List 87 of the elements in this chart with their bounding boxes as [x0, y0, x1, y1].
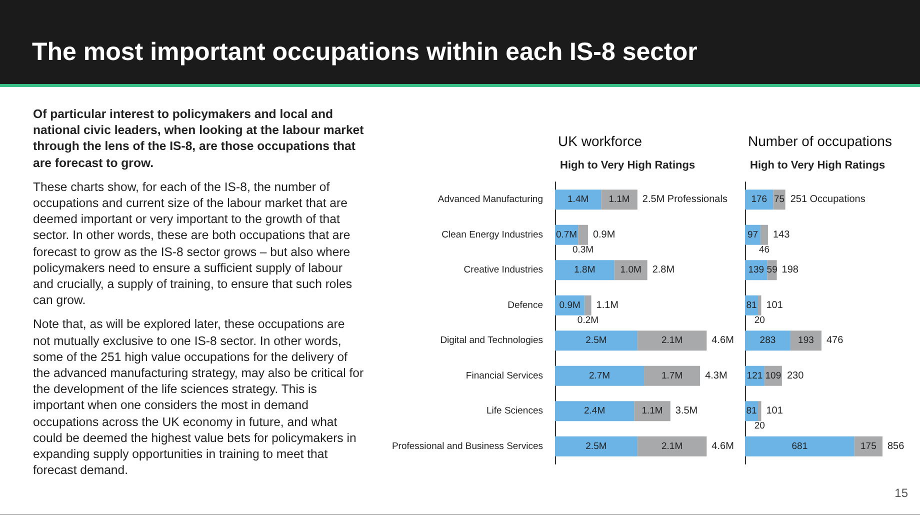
bar — [555, 366, 644, 386]
text: Note that, as will be explored later, these occupations are not mutually exclusive to one IS-8 sector. In other words, some of the 251 high value occupations for the delivery of the advanced manufacturing strategy, may also be critical for the development of the life sciences strategy. This is important when one considers the most in demand occupations across the UK economy in future, and what could be deemed the highest value bets for policymakers in expanding supply opportunities in training to meet that forecast demand. — [33, 317, 364, 478]
total-label: 101 — [766, 300, 784, 311]
data-label: 2.5M — [586, 335, 607, 346]
total-label: 143 — [772, 229, 790, 240]
data-label: 81 — [746, 406, 757, 417]
total-label: 4.3M — [705, 370, 728, 382]
total-label: 4.6M — [712, 335, 734, 346]
bar — [745, 436, 854, 456]
data-label: 0.3M — [572, 244, 594, 256]
bar — [555, 190, 602, 210]
data-label: 1.1M — [642, 406, 663, 417]
data-label: 1.0M — [620, 264, 642, 276]
bar — [637, 330, 707, 351]
bar — [578, 224, 588, 245]
data-label: 59 — [766, 264, 778, 276]
total-label: 198 — [782, 264, 799, 276]
bar — [758, 401, 762, 422]
chart-title: Number of occupations — [748, 133, 892, 149]
bar — [790, 330, 822, 351]
text: Of particular interest to policymakers and local and national civic leaders, when looking at the labour market through the lens of the IS-8, are those occupations that are forecast to grow. — [33, 106, 365, 171]
data-label: 283 — [760, 335, 776, 346]
data-label: 0.2M — [577, 314, 599, 326]
bar — [637, 436, 707, 456]
data-label: 81 — [746, 300, 757, 311]
text: The most important occupations within each IS-8 sector — [32, 38, 698, 67]
bar — [745, 330, 790, 351]
total-label: 0.9M — [592, 229, 616, 240]
data-label: 1.8M — [574, 264, 596, 276]
text: 15 — [894, 486, 908, 500]
data-label: 139 — [748, 264, 764, 276]
total-label: 230 — [786, 370, 804, 382]
data-label: 2.1M — [661, 335, 683, 346]
data-label: 0.9M — [559, 300, 580, 311]
bar — [634, 401, 670, 422]
y-tick-label: Advanced Manufacturing — [438, 194, 543, 206]
chart-subtitle: High to Very High Ratings — [560, 160, 696, 172]
data-label: 2.7M — [588, 370, 610, 382]
total-label: 476 — [826, 335, 844, 346]
data-label: 20 — [754, 420, 765, 432]
y-tick-label: Defence — [508, 300, 543, 311]
data-label: 193 — [798, 335, 814, 346]
total-label: 4.6M — [712, 440, 734, 452]
bar — [758, 295, 762, 316]
bar — [614, 260, 648, 280]
data-label: 1.1M — [608, 194, 630, 206]
chart-subtitle: High to Very High Ratings — [750, 160, 886, 172]
bar — [644, 366, 700, 386]
y-tick-label: Professional and Business Services — [392, 440, 544, 452]
data-label: 46 — [758, 244, 770, 256]
y-tick-label: Life Sciences — [486, 406, 544, 417]
total-label: 3.5M — [675, 406, 698, 417]
data-label: 2.5M — [586, 440, 607, 452]
bar — [760, 224, 768, 245]
total-label: 856 — [888, 440, 905, 452]
data-label: 121 — [746, 370, 763, 382]
data-label: 2.1M — [661, 440, 683, 452]
total-label: 2.5M Professionals — [642, 194, 728, 206]
data-label: 1.4M — [568, 194, 589, 206]
total-label: 1.1M — [596, 300, 618, 311]
chart-title: UK workforce — [558, 133, 642, 149]
y-tick-label: Digital and Technologies — [440, 335, 544, 346]
data-label: 1.7M — [661, 370, 683, 382]
bar — [555, 260, 614, 280]
bar — [555, 401, 634, 422]
bar — [555, 330, 638, 351]
bar — [555, 436, 638, 456]
bar — [601, 190, 638, 210]
data-label: 175 — [860, 440, 876, 452]
bar — [584, 295, 592, 316]
y-tick-label: Clean Energy Industries — [442, 229, 544, 240]
y-tick-label: Creative Industries — [464, 264, 544, 276]
total-label: 101 — [766, 406, 784, 417]
text: These charts show, for each of the IS-8, the number of occupations and current size of the labour market that are deemed important or very important to the growth of that sector. In other words, these are both occupations that are forecast to grow as the IS-8 sector grows – but also where policymakers need to ensure a sufficient supply of labour and crucially, a supply of training, to ensure that such roles can grow. — [33, 178, 353, 308]
data-label: 20 — [754, 314, 765, 326]
y-tick-label: Financial Services — [466, 370, 544, 382]
data-label: 176 — [751, 194, 768, 206]
data-label: 681 — [792, 440, 808, 452]
bar — [745, 190, 774, 210]
total-label: 2.8M — [652, 264, 675, 276]
bar — [854, 436, 882, 456]
data-label: 2.4M — [584, 406, 606, 417]
data-label: 109 — [765, 370, 782, 382]
total-label: 251 Occupations — [790, 194, 866, 206]
data-label: 97 — [748, 229, 758, 240]
data-label: 75 — [774, 194, 785, 206]
data-label: 0.7M — [556, 229, 578, 240]
